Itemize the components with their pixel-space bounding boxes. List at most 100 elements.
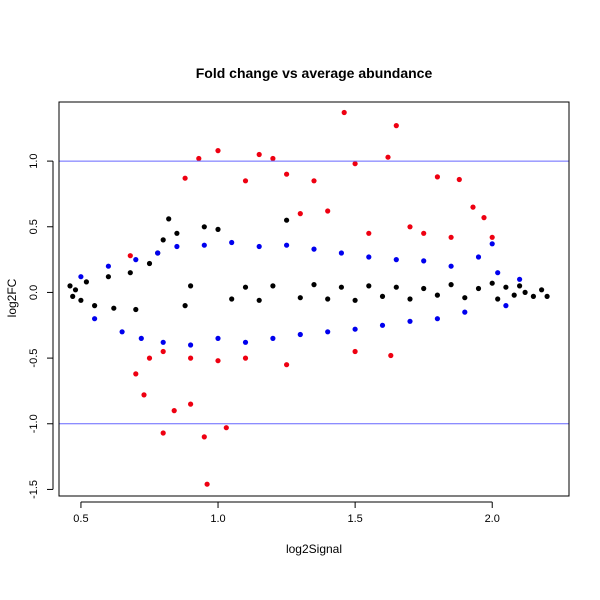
- data-point: [111, 305, 117, 311]
- data-point: [489, 234, 495, 240]
- data-point: [188, 355, 194, 361]
- data-point: [325, 208, 331, 214]
- data-point: [366, 230, 372, 236]
- data-point: [196, 155, 202, 162]
- data-point: [223, 425, 229, 431]
- data-point: [462, 309, 468, 315]
- data-point: [352, 161, 358, 167]
- x-tick-label: 0.5: [73, 513, 88, 525]
- y-tick-label: 0.5: [28, 219, 40, 234]
- y-axis: -1.5 -1.0 -0.5 0.0 0.5 1.0: [28, 153, 54, 499]
- x-axis-label: log2Signal: [286, 542, 342, 556]
- data-point: [522, 289, 528, 295]
- data-point: [146, 260, 153, 267]
- data-point: [146, 355, 153, 361]
- data-point: [407, 224, 413, 230]
- data-point: [284, 242, 290, 248]
- data-point: [517, 283, 523, 289]
- data-point: [92, 316, 98, 322]
- data-point: [83, 279, 89, 285]
- plot-frame: [58, 101, 570, 497]
- data-point: [67, 283, 73, 289]
- series-2: [127, 109, 495, 487]
- data-point: [434, 316, 440, 322]
- data-point: [201, 242, 207, 248]
- data-point: [127, 270, 133, 276]
- data-point: [393, 284, 399, 290]
- data-point: [379, 322, 386, 328]
- data-point: [470, 204, 476, 210]
- data-point: [366, 254, 372, 260]
- data-point: [421, 285, 427, 292]
- data-point: [393, 257, 399, 263]
- data-point: [119, 329, 125, 335]
- data-point: [78, 274, 84, 280]
- data-point: [448, 282, 454, 288]
- data-point: [160, 339, 166, 345]
- y-tick-label: -1.0: [28, 414, 40, 433]
- data-point: [242, 355, 249, 361]
- data-point: [434, 174, 440, 180]
- data-point: [201, 224, 207, 230]
- data-point: [489, 241, 495, 247]
- data-point: [456, 176, 462, 183]
- plot-area: [59, 109, 569, 487]
- data-point: [407, 296, 413, 302]
- data-point: [385, 154, 391, 160]
- data-point: [448, 263, 454, 269]
- data-point: [352, 348, 358, 355]
- series-1: [78, 239, 523, 348]
- data-point: [155, 250, 161, 256]
- data-point: [133, 306, 139, 313]
- data-point: [171, 408, 177, 414]
- data-point: [160, 237, 166, 243]
- data-point: [188, 401, 194, 407]
- y-tick-label: 0.0: [28, 285, 40, 300]
- data-point: [503, 303, 509, 309]
- data-point: [182, 303, 188, 309]
- data-point: [174, 230, 180, 236]
- data-point: [379, 293, 386, 299]
- data-point: [495, 296, 501, 302]
- data-point: [256, 243, 262, 250]
- data-point: [366, 283, 372, 289]
- data-point: [325, 329, 331, 335]
- data-point: [201, 434, 207, 440]
- data-point: [503, 284, 509, 290]
- data-point: [338, 284, 344, 290]
- data-point: [284, 171, 290, 177]
- data-point: [215, 335, 221, 341]
- data-point: [475, 285, 482, 292]
- y-tick-label: 1.0: [28, 153, 40, 168]
- data-point: [242, 339, 249, 345]
- data-point: [475, 254, 482, 260]
- data-point: [284, 217, 290, 223]
- data-point: [407, 318, 413, 324]
- data-point: [539, 287, 545, 293]
- data-point: [105, 274, 111, 280]
- data-point: [141, 392, 147, 398]
- data-point: [270, 155, 276, 162]
- data-point: [325, 296, 331, 302]
- data-point: [448, 234, 454, 240]
- data-point: [421, 258, 427, 264]
- data-point: [70, 293, 76, 299]
- data-point: [284, 362, 290, 368]
- data-point: [160, 430, 166, 436]
- data-point: [133, 257, 139, 263]
- data-point: [133, 371, 139, 377]
- data-point: [530, 293, 537, 299]
- y-tick-label: -1.5: [28, 480, 40, 499]
- data-point: [434, 292, 440, 298]
- data-point: [166, 216, 172, 222]
- data-point: [242, 284, 249, 290]
- data-point: [229, 239, 235, 246]
- data-point: [256, 151, 262, 158]
- y-tick-label: -0.5: [28, 349, 40, 368]
- data-point: [544, 293, 550, 299]
- data-point: [215, 226, 221, 232]
- data-point: [311, 282, 317, 288]
- data-point: [311, 246, 317, 252]
- data-point: [174, 243, 180, 250]
